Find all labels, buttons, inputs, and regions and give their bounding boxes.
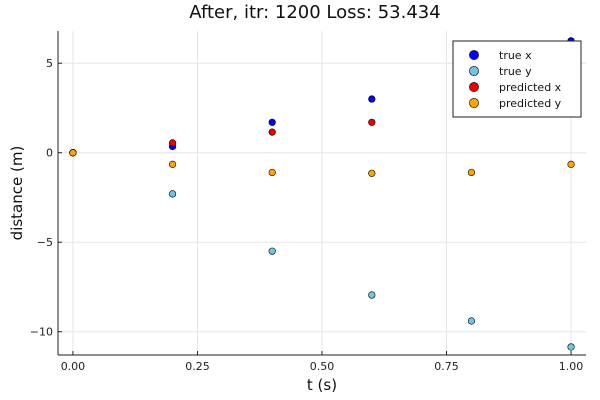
x-tick-label: 0.25 [185, 360, 210, 373]
data-point [567, 343, 575, 351]
x-axis-title: t (s) [307, 376, 337, 394]
data-point [168, 160, 177, 168]
y-axis-title: distance (m) [8, 146, 26, 241]
x-tick-label: 1.00 [559, 360, 584, 373]
y-tick-label: −10 [30, 326, 53, 339]
legend-entry: predicted y [469, 97, 562, 110]
data-point [268, 128, 276, 136]
legend-entry: predicted x [469, 81, 562, 94]
data-points [69, 37, 575, 351]
legend-entry: true y [469, 65, 532, 78]
data-point [368, 291, 376, 299]
data-point [168, 139, 177, 147]
x-tick-label: 0.00 [61, 360, 86, 373]
data-point [567, 160, 575, 168]
legend-label: true x [499, 49, 532, 62]
series-predicted-y [69, 149, 575, 177]
x-tick-label: 0.75 [434, 360, 459, 373]
data-point [69, 149, 77, 157]
data-point [168, 190, 177, 198]
legend-entry: true x [469, 49, 532, 62]
legend-label: true y [499, 65, 532, 78]
tick-labels: 0.00 0.25 0.50 0.75 1.00 5 0 −5 −10 [30, 57, 584, 373]
chart-title: After, itr: 1200 Loss: 53.434 [189, 2, 440, 23]
legend-label: predicted x [499, 81, 562, 94]
y-tick-label: 0 [46, 147, 53, 160]
legend-marker [469, 82, 479, 92]
data-point [368, 95, 376, 103]
legend-marker [469, 50, 479, 60]
legend-marker [469, 66, 479, 76]
data-point [368, 118, 376, 126]
data-point [268, 247, 276, 255]
legend: true x true y predicted x predicted y [452, 40, 582, 118]
legend-marker [469, 98, 479, 108]
axes [57, 31, 586, 356]
data-point [467, 317, 476, 325]
data-point [268, 118, 276, 126]
x-tick-label: 0.50 [310, 360, 335, 373]
y-tick-label: −5 [37, 236, 53, 249]
data-point [467, 168, 476, 177]
data-point [368, 169, 376, 177]
grid-lines [58, 31, 586, 355]
legend-label: predicted y [499, 97, 562, 110]
y-tick-label: 5 [46, 57, 53, 70]
data-point [268, 168, 276, 177]
